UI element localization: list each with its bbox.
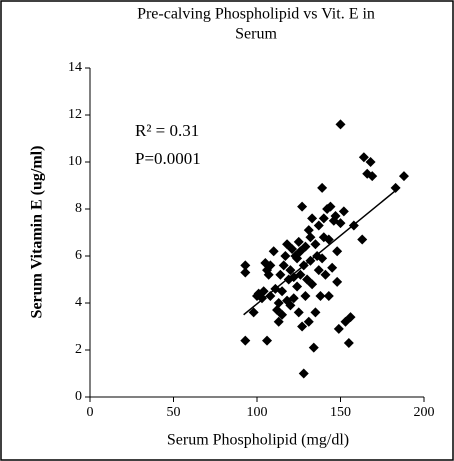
point [287,243,298,254]
point [297,201,308,212]
point [308,342,319,353]
point [273,298,284,308]
x-axis-label: Serum Phospholipid (mg/dl) [167,432,349,449]
y-tick-label: 12 [68,107,82,122]
point [273,316,284,327]
chart-title: Serum [235,26,277,43]
point [327,262,338,273]
point [257,293,268,304]
y-tick-label: 8 [75,201,82,216]
x-tick-label: 100 [247,405,268,420]
x-tick-label: 0 [87,405,94,420]
point [278,260,289,271]
x-tick-label: 50 [167,405,181,420]
point [293,236,304,247]
point [292,253,303,264]
point [297,321,308,332]
point [390,182,401,193]
point [295,269,306,280]
y-tick-label: 6 [75,248,82,263]
point [303,225,314,236]
point [320,269,331,280]
y-tick-label: 10 [68,154,82,169]
y-tick-label: 2 [75,342,82,357]
y-tick-label: 0 [75,389,82,404]
point [367,171,378,182]
point [333,323,344,334]
point [293,307,304,318]
point [313,220,324,231]
point [398,171,409,182]
point [285,265,296,276]
point [310,307,321,318]
point [330,211,341,222]
point [265,260,276,271]
point [332,246,343,257]
point [365,157,376,167]
point [240,267,251,278]
y-axis-label: Serum Vitamin E (ug/ml) [29,146,46,319]
point [307,213,318,224]
x-tick-label: 200 [414,405,435,420]
point [317,253,328,264]
point [288,293,299,304]
point [307,279,318,290]
point [265,290,276,301]
point [343,337,354,348]
point [292,281,303,292]
point [275,269,286,280]
point [338,206,349,217]
point [300,241,311,252]
point [315,290,326,301]
point [323,290,334,301]
point [335,119,346,130]
point [357,234,368,245]
point [317,182,328,193]
point [240,335,251,346]
point [323,234,334,245]
point [285,300,296,311]
point [313,265,324,276]
point [335,218,346,229]
point [318,213,329,224]
y-tick-label: 14 [68,60,82,75]
point [262,335,273,346]
annotation: R² = 0.31 [135,121,199,140]
point [248,307,259,318]
point [240,260,251,271]
point [345,312,356,323]
chart-title: Pre-calving Phospholipid vs Vit. E in [137,6,375,23]
point [305,232,316,243]
point [298,368,309,379]
point [280,251,291,261]
annotation: P=0.0001 [135,149,201,168]
y-tick-label: 4 [75,295,82,310]
point [258,286,269,297]
x-tick-label: 150 [330,405,351,420]
point [277,309,288,320]
point [303,316,314,327]
point [310,239,321,250]
point [358,152,369,163]
trendline [243,187,400,316]
point [263,269,274,280]
point [300,290,311,301]
point [332,276,343,287]
point [325,201,336,212]
point [268,246,279,257]
point [277,286,288,297]
